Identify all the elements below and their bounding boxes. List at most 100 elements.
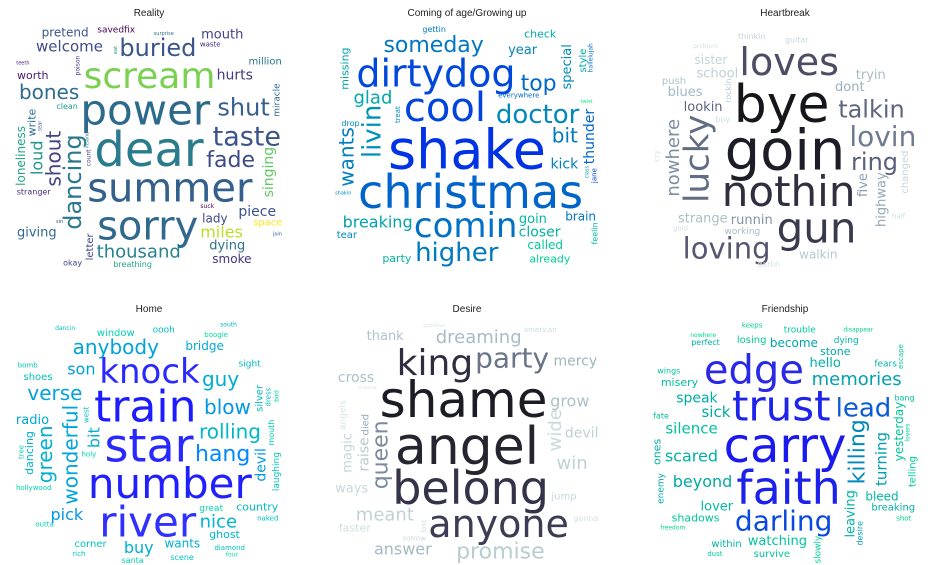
wordcloud-area: angel shame belong anyone king party queen prom… [334,320,600,565]
word: party [475,341,549,374]
word: shoes [24,372,53,383]
word: brain [565,210,596,224]
word: oooh [153,325,175,335]
word: smoke [212,252,251,266]
word: scene [170,553,194,562]
word: lady [202,212,227,226]
word: santa [122,556,144,565]
word: queen [369,420,394,489]
word: fade [206,148,255,173]
word: bridge [185,339,224,353]
word: problem [693,43,718,50]
word: dying [834,336,859,346]
word: tree [17,445,25,459]
word: grow [550,391,589,410]
word: waste [200,40,221,48]
word: win [557,453,588,474]
word: tryin [856,68,886,83]
word: power [80,86,211,135]
word: worth [17,69,49,82]
word: beyond [673,472,733,491]
word: angels [338,400,348,430]
word: perfect [691,338,720,347]
word: hello [809,356,840,371]
word: doctor [496,100,580,130]
word: closer [519,224,561,240]
word: cool [404,85,486,131]
word: suck [200,203,214,210]
word: gun [777,204,857,253]
word: space [253,218,282,229]
word: memories [812,369,902,390]
word: verse [27,381,82,405]
word: wonderful [58,405,82,505]
word: wants [164,536,200,550]
wordcloud-panel: Heartbreak goin bye nothin gun loves loving luc… [652,8,918,269]
word: half [892,213,906,221]
word: loud [28,141,47,176]
word: ones [652,439,664,465]
word: hallelujah [588,43,595,72]
word: number [88,459,253,508]
word: christmas [358,165,583,219]
word: outta [35,521,54,529]
word: rolling [199,419,261,443]
word: stranger [17,188,52,197]
wordcloud-panel: Reality dear power summer sorry scream taste da… [14,8,284,269]
word: bleed [865,490,898,504]
word: freedom [660,524,685,531]
word: working [725,227,761,237]
word: runnin [731,213,773,228]
word: goin [725,118,846,183]
word: lucky [678,115,718,203]
word: ring [851,148,898,176]
wordcloud-panel: Home star train number river knock hang wonderf… [14,304,284,565]
word: lead [836,393,892,423]
word: dirtydog [356,52,515,96]
word: livin [357,105,387,159]
word: welcome [36,38,103,56]
word: green [33,425,57,483]
word: breaking [343,213,413,232]
word: sorrow [402,534,426,542]
word: blues [668,85,703,100]
word: special [560,44,575,89]
word: style [578,49,589,73]
word: surprise [154,31,174,37]
word: miles [200,222,243,241]
word: great [199,504,223,514]
word: join [272,231,282,237]
word: treat [394,106,402,123]
word: belong [392,461,549,515]
word: someday [383,33,483,58]
word: drop [341,119,359,128]
word: lookin [684,100,723,115]
word: class [585,166,591,179]
word: shut [217,94,269,122]
wordcloud-area: dear power summer sorry scream taste dancing sh… [14,24,284,269]
word: dreaming [436,327,522,348]
word: mercy [553,353,597,369]
word: taste [213,122,281,153]
word: darlin [757,260,780,269]
word: clean [56,102,78,111]
word: dying [209,238,245,253]
word: buy [124,538,154,557]
word: dress [264,387,272,406]
word: south [220,322,237,329]
word: buried [119,34,196,62]
word: loneliness [14,126,28,186]
word: nice [200,512,237,533]
word: hang [195,442,250,467]
word: year [508,43,538,58]
word: hollywood [16,484,52,492]
word: anyone [428,502,569,546]
word: bit [85,427,104,448]
wordcloud-svg: dearpowersummersorryscreamtastedancingsh… [14,25,282,268]
word: guy [202,367,239,391]
word: thank [367,329,405,344]
word: trust [732,382,831,431]
word: nowhere [663,119,684,197]
word: breaking [871,502,915,513]
word: thinkin [738,32,765,41]
